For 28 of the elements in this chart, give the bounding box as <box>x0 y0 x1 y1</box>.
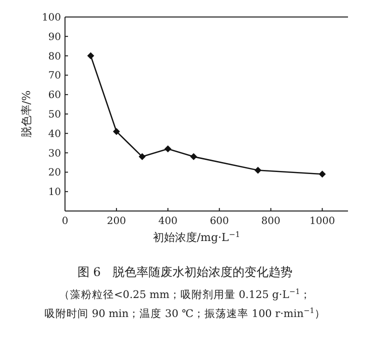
y-tick-label: 30 <box>48 148 61 160</box>
x-tick-label: 200 <box>106 216 126 227</box>
x-axis-title: 初始浓度/mg·L$^{−1}$ <box>152 230 240 244</box>
point <box>190 153 198 160</box>
y-tick-label: 90 <box>48 32 61 43</box>
y-tick-label: 20 <box>48 168 61 179</box>
x-tick-label: 800 <box>261 216 280 227</box>
point <box>318 170 326 178</box>
point <box>254 166 262 174</box>
y-tick-label: 80 <box>48 51 61 62</box>
text: （藻粉粒径<0.25 mm；吸附剂用量 0.125 g·L$^{−1}$； <box>58 286 312 301</box>
point <box>164 145 172 152</box>
x-tick-label: 0 <box>62 216 68 227</box>
y-tick-label: 60 <box>48 90 61 102</box>
text: 吸附时间 90 min；温度 30 ℃；振荡速率 100 r·min$^{−1}$） <box>44 306 326 320</box>
y-tick-label: 70 <box>48 70 61 82</box>
y-axis-title: 脱色率/% <box>20 90 33 138</box>
y-tick-label: 100 <box>42 12 61 24</box>
x-tick-label: 600 <box>210 216 229 227</box>
x-tick-label: 1000 <box>310 216 335 227</box>
y-tick-label: 10 <box>48 187 61 198</box>
y-tick-label: 50 <box>48 110 61 120</box>
point <box>112 128 120 135</box>
y-tick-label: 40 <box>48 128 61 140</box>
point <box>87 52 94 60</box>
point <box>138 153 146 160</box>
text: 图 6 脱色率随废水初始浓度的变化趋势 <box>77 265 293 279</box>
x-tick-label: 400 <box>158 216 178 227</box>
